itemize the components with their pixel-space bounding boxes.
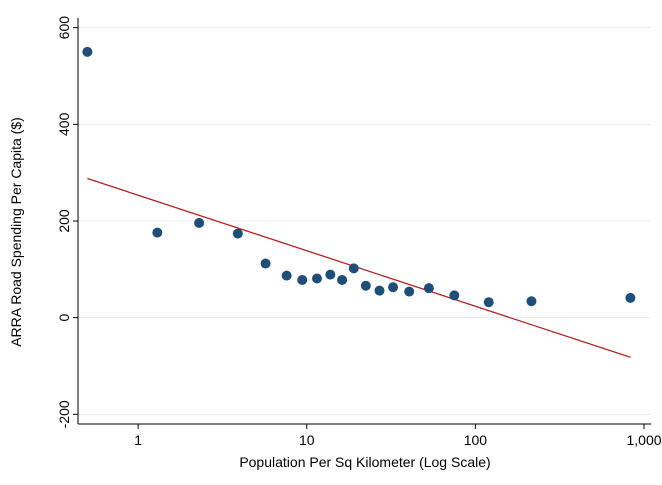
data-point [360,280,371,291]
grid-lines [78,27,651,415]
x-tick-label: 1,000 [626,432,661,448]
fit-line [87,177,631,358]
fit-line-layer [87,177,631,358]
x-tick-label: 100 [464,432,488,448]
data-point [152,227,163,238]
data-point [337,274,348,285]
x-tick-label: 1 [134,432,142,448]
data-points [82,46,636,308]
data-point [260,258,271,269]
data-point [374,285,385,296]
data-point [388,282,399,293]
data-point [404,286,415,297]
data-point [526,296,537,307]
y-axis-title: ARRA Road Spending Per Capita ($) [8,117,24,347]
data-point [82,46,93,57]
y-tick-label: 400 [56,112,72,136]
x-axis-title: Population Per Sq Kilometer (Log Scale) [239,454,490,470]
x-tick-label: 10 [299,432,315,448]
data-point [281,270,292,281]
data-point [232,228,243,239]
y-tick-label: 0 [56,314,72,322]
data-point [311,273,322,284]
data-point [625,292,636,303]
data-point [423,283,434,294]
data-point [325,269,336,280]
data-point [483,297,494,308]
data-point [194,217,205,228]
x-axis-ticks: 1 10 100 1,000 [134,424,662,448]
y-tick-label: 600 [56,16,72,40]
data-point [297,274,308,285]
y-axis-ticks: -200 0 200 400 600 [56,16,78,428]
y-tick-label: 200 [56,209,72,233]
y-tick-label: -200 [56,400,72,428]
data-point [449,290,460,301]
data-point [348,263,359,274]
